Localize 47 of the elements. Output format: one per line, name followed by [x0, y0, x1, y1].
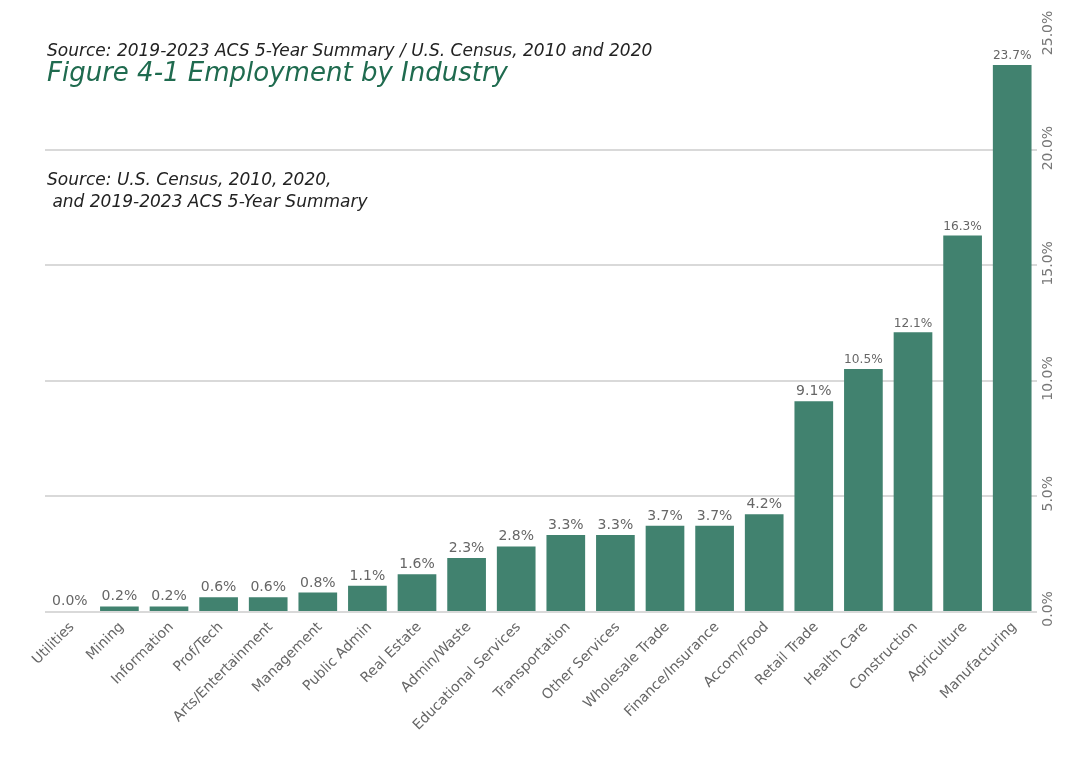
bar: [248, 597, 288, 611]
bar: [546, 534, 586, 611]
bar: [447, 558, 486, 611]
data-label: 3.7%: [647, 506, 683, 523]
data-label: 9.1%: [796, 382, 832, 399]
data-label: 1.6%: [399, 555, 435, 572]
bar: [844, 369, 883, 611]
data-label: 0.2%: [101, 587, 138, 604]
data-label: 3.3%: [548, 515, 584, 532]
data-label: 16.3%: [943, 218, 982, 233]
bar: [199, 597, 238, 611]
data-label: 0.2%: [151, 587, 187, 604]
data-label: 3.7%: [696, 506, 733, 523]
data-label: 2.8%: [498, 527, 534, 544]
data-label: 2.3%: [448, 539, 485, 556]
data-label: 3.3%: [597, 515, 634, 532]
data-label: 0.0%: [52, 592, 88, 608]
bar: [348, 585, 387, 611]
data-label: 1.1%: [349, 566, 386, 583]
data-label: 0.6%: [250, 578, 286, 595]
y-tick-label: 5.0%: [1039, 475, 1055, 512]
annotation: Source: 2019-2023 ACS 5-Year Summary / U.S. Census, 2010 and 2020: [47, 40, 653, 60]
data-label: 12.1%: [893, 315, 933, 330]
bar: [695, 525, 734, 611]
bar: [100, 606, 139, 611]
bar: [645, 525, 685, 611]
bar: [893, 332, 933, 611]
bar: [992, 64, 1032, 611]
bar: [744, 514, 784, 611]
bar: [496, 546, 536, 611]
bar: [794, 401, 834, 611]
data-label: 23.7%: [992, 48, 1032, 63]
bar: [149, 606, 189, 611]
bar: [596, 534, 635, 611]
y-tick-label: 10.0%: [1039, 356, 1055, 401]
y-tick-label: 25.0%: [1039, 10, 1055, 56]
y-tick-label: 15.0%: [1039, 241, 1055, 286]
data-label: 4.2%: [746, 495, 782, 512]
y-tick-label: 0.0%: [1039, 591, 1055, 627]
annotation: Source: U.S. Census, 2010, 2020, and 2019-2023 ACS 5-Year Summary: [47, 169, 369, 212]
data-label: 10.5%: [844, 352, 883, 367]
bar: [397, 574, 437, 611]
data-label: 0.6%: [200, 578, 237, 595]
bar: [298, 592, 338, 611]
bar: [943, 235, 982, 611]
y-tick-label: 20.0%: [1039, 125, 1055, 171]
data-label: 0.8%: [300, 573, 336, 590]
